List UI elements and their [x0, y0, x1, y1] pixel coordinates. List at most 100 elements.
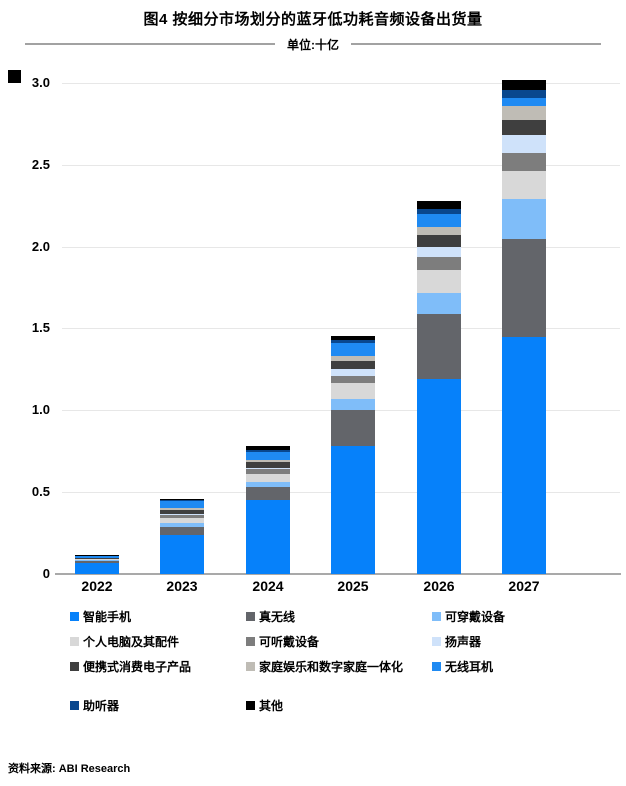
- legend-label: 助听器: [83, 698, 120, 713]
- bar-segment-2022-个人电脑及其配件: [75, 559, 119, 560]
- legend-item-助听器: 助听器: [70, 697, 246, 713]
- legend-label: 智能手机: [83, 609, 132, 624]
- chart-legend: 智能手机 真无线 可穿戴设备 个人电脑及其配件 可听戴设备 扬声器 便携式消费电子产品 家庭娱…: [70, 608, 618, 713]
- bar-segment-2024-无线耳机: [246, 451, 290, 460]
- bar-segment-2024-扬声器: [246, 467, 290, 469]
- bar-segment-2025-智能手机: [331, 446, 375, 574]
- y-axis-tick-label: 0: [42, 566, 50, 581]
- bar-segment-2025-真无线: [331, 410, 375, 447]
- y-axis-tick-label: 1.0: [31, 402, 50, 418]
- bar-segment-2022-真无线: [75, 560, 119, 564]
- bar-segment-2027-便携式消费电子产品: [502, 119, 546, 136]
- bar-segment-2025-无线耳机: [331, 343, 375, 357]
- bar-segment-2027-其他: [502, 79, 546, 90]
- legend-swatch-icon: [246, 661, 255, 671]
- bar-segment-2025-扬声器: [331, 368, 375, 376]
- legend-label: 便携式消费电子产品: [83, 659, 192, 674]
- bar-segment-2024-其他: [246, 446, 290, 450]
- stacked-bar-2024: [246, 446, 290, 574]
- bar-segment-2024-便携式消费电子产品: [246, 461, 290, 468]
- stacked-bar-2022: [75, 555, 119, 574]
- y-axis-tick-label: 1.5: [31, 320, 50, 336]
- y-axis-tick-label: 0.5: [31, 484, 50, 500]
- legend-swatch-icon: [246, 636, 255, 646]
- x-axis-tick-label: 2023: [166, 578, 198, 594]
- x-axis-tick-label: 2024: [252, 578, 284, 594]
- legend-label: 无线耳机: [445, 659, 494, 674]
- legend-label: 家庭娱乐和数字家庭一体化: [259, 659, 404, 674]
- bar-segment-2023-扬声器: [160, 514, 204, 516]
- x-axis-line: [55, 573, 621, 575]
- bar-segment-2023-家庭娱乐和数字家庭一体化: [160, 508, 204, 511]
- bar-segment-2025-便携式消费电子产品: [331, 361, 375, 369]
- bar-segment-2022-无线耳机: [75, 556, 119, 558]
- bar-segment-2027-可穿戴设备: [502, 199, 546, 239]
- x-axis-tick-label: 2022: [81, 578, 113, 594]
- legend-swatch-icon: [432, 661, 441, 671]
- bar-segment-2027-扬声器: [502, 135, 546, 153]
- legend-item-个人电脑及其配件: 个人电脑及其配件: [70, 633, 246, 649]
- legend-label: 可穿戴设备: [445, 609, 506, 624]
- bar-segment-2023-真无线: [160, 526, 204, 535]
- x-axis-tick-label: 2027: [508, 578, 540, 594]
- bar-segment-2024-家庭娱乐和数字家庭一体化: [246, 459, 290, 462]
- legend-swatch-icon: [432, 636, 441, 646]
- bar-segment-2023-可听戴设备: [160, 515, 204, 519]
- chart-title: 图4 按细分市场划分的蓝牙低功耗音频设备出货量: [143, 11, 483, 28]
- subtitle-rule-right: [351, 43, 601, 45]
- x-axis-tick-label: 2025: [337, 578, 369, 594]
- bar-segment-2027-家庭娱乐和数字家庭一体化: [502, 105, 546, 120]
- subtitle-row: 单位:十亿: [25, 36, 601, 52]
- bar-segment-2026-便携式消费电子产品: [417, 235, 461, 247]
- bar-segment-2024-个人电脑及其配件: [246, 473, 290, 483]
- legend-label: 其他: [259, 698, 284, 713]
- x-axis-tick-label: 2026: [423, 578, 455, 594]
- legend-swatch-icon: [70, 700, 79, 710]
- bar-segment-2025-可穿戴设备: [331, 398, 375, 411]
- stacked-bar-2026: [417, 200, 461, 574]
- bar-segment-2023-助听器: [160, 500, 204, 502]
- legend-swatch-icon: [70, 611, 79, 621]
- bar-segment-2023-便携式消费电子产品: [160, 510, 204, 515]
- bar-segment-2027-智能手机: [502, 336, 546, 574]
- bar-segment-2026-智能手机: [417, 379, 461, 574]
- legend-item-其他: 其他: [246, 697, 432, 713]
- y-axis-tick-label: 3.0: [31, 74, 50, 90]
- bar-segment-2025-家庭娱乐和数字家庭一体化: [331, 356, 375, 362]
- bar-segment-2027-助听器: [502, 89, 546, 98]
- subtitle-rule-left: [25, 43, 275, 45]
- stacked-bar-2027: [502, 79, 546, 574]
- gridline-y-3.0: [62, 82, 620, 84]
- legend-swatch-icon: [70, 636, 79, 646]
- legend-label: 个人电脑及其配件: [83, 634, 180, 649]
- bar-segment-2024-助听器: [246, 449, 290, 452]
- plot-area: 0 0.5 1.0 1.5 2.0 2.5 3.0 2022 2023 2024 2025 2026 2…: [0, 70, 626, 605]
- bar-segment-2025-助听器: [331, 340, 375, 344]
- bar-segment-2026-可听戴设备: [417, 256, 461, 270]
- bar-segment-2022-可穿戴设备: [75, 559, 119, 561]
- bar-segment-2026-个人电脑及其配件: [417, 269, 461, 293]
- corner-marker-square: [8, 70, 21, 83]
- legend-item-智能手机: 智能手机: [70, 608, 246, 624]
- bar-segment-2023-可穿戴设备: [160, 522, 204, 527]
- bar-segment-2027-真无线: [502, 238, 546, 337]
- bar-segment-2026-家庭娱乐和数字家庭一体化: [417, 227, 461, 236]
- legend-item-便携式消费电子产品: 便携式消费电子产品: [70, 658, 246, 674]
- bar-segment-2026-无线耳机: [417, 214, 461, 228]
- legend-item-可听戴设备: 可听戴设备: [246, 633, 432, 649]
- source-note: 资料来源: ABI Research: [8, 763, 131, 775]
- legend-item-无线耳机: 无线耳机: [432, 658, 618, 674]
- gridline-y-2.0: [62, 246, 620, 248]
- unit-label: 单位:十亿: [287, 37, 339, 52]
- gridline-y-1.5: [62, 328, 620, 330]
- bar-segment-2026-扬声器: [417, 246, 461, 257]
- legend-swatch-icon: [432, 611, 441, 621]
- y-axis-tick-label: 2.0: [31, 238, 50, 254]
- stacked-bar-2025: [331, 335, 375, 574]
- bar-segment-2023-其他: [160, 499, 204, 501]
- bar-segment-2025-其他: [331, 335, 375, 341]
- bar-segment-2027-无线耳机: [502, 97, 546, 106]
- bar-segment-2023-无线耳机: [160, 501, 204, 509]
- bar-segment-2024-可听戴设备: [246, 468, 290, 474]
